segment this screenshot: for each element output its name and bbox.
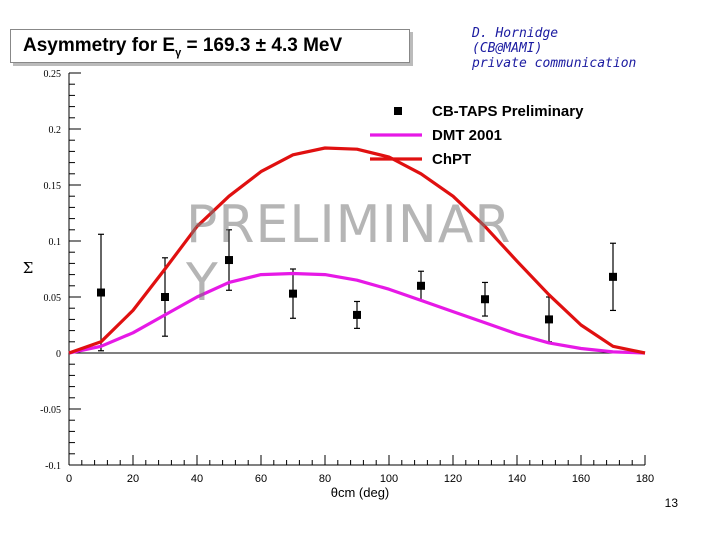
page-number: 13 xyxy=(664,496,678,510)
x-tick-label: 20 xyxy=(127,473,139,485)
x-tick-label: 0 xyxy=(66,473,72,485)
y-tick-label: -0.1 xyxy=(45,461,61,472)
y-tick-label: 0.05 xyxy=(44,293,62,304)
credit-line-1: D. Hornidge xyxy=(472,26,559,41)
y-tick-label: 0.1 xyxy=(49,237,62,248)
x-tick-label: 40 xyxy=(191,473,203,485)
x-tick-label: 180 xyxy=(636,473,654,485)
y-tick-label: -0.05 xyxy=(40,405,61,416)
y-tick-label: 0.25 xyxy=(44,69,62,80)
credit-line-3: private communication xyxy=(472,56,637,71)
data-point xyxy=(545,315,553,324)
y-tick-label: 0 xyxy=(56,349,61,360)
series-layer xyxy=(68,146,646,355)
credit-line-2: (CB@MAMI) xyxy=(472,41,543,56)
legend-label: DMT 2001 xyxy=(432,127,502,144)
series-line-2 xyxy=(68,146,646,355)
y-axis-label: Σ xyxy=(23,259,34,277)
y-tick-label: 0.15 xyxy=(44,181,62,192)
data-point xyxy=(481,295,489,304)
legend-label: ChPT xyxy=(432,151,471,168)
title-subscript: γ xyxy=(175,47,182,59)
legend: CB-TAPS Preliminary DMT 2001 ChPT xyxy=(370,103,584,168)
x-tick-label: 60 xyxy=(255,473,267,485)
y-tick-label: 0.2 xyxy=(49,125,62,136)
data-point xyxy=(289,289,297,298)
chart-title: Asymmetry for Eγ = 169.3 ± 4.3 MeV xyxy=(10,29,410,63)
x-tick-label: 120 xyxy=(444,473,462,485)
data-point xyxy=(609,272,617,281)
legend-marker xyxy=(394,107,402,115)
legend-label: CB-TAPS Preliminary xyxy=(432,103,584,120)
x-tick-label: 100 xyxy=(380,473,398,485)
axes-layer: 0 20 40 60 80 100 120 140 160 180 -0.1 -0.05 0 0.05 0.… xyxy=(23,69,654,500)
x-tick-label: 140 xyxy=(508,473,526,485)
data-point xyxy=(417,281,425,290)
data-point xyxy=(225,256,233,265)
x-tick-label: 80 xyxy=(319,473,331,485)
data-point xyxy=(161,293,169,301)
x-axis-label: θcm (deg) xyxy=(331,485,390,500)
title-suffix: = 169.3 ± 4.3 MeV xyxy=(181,35,343,56)
data-point xyxy=(97,288,105,297)
title-prefix: Asymmetry for E xyxy=(23,35,176,56)
credit-note: D. Hornidge (CB@MAMI) private communicat… xyxy=(472,26,712,71)
series-line-1 xyxy=(68,271,646,355)
data-point xyxy=(353,310,361,319)
x-tick-label: 160 xyxy=(572,473,590,485)
